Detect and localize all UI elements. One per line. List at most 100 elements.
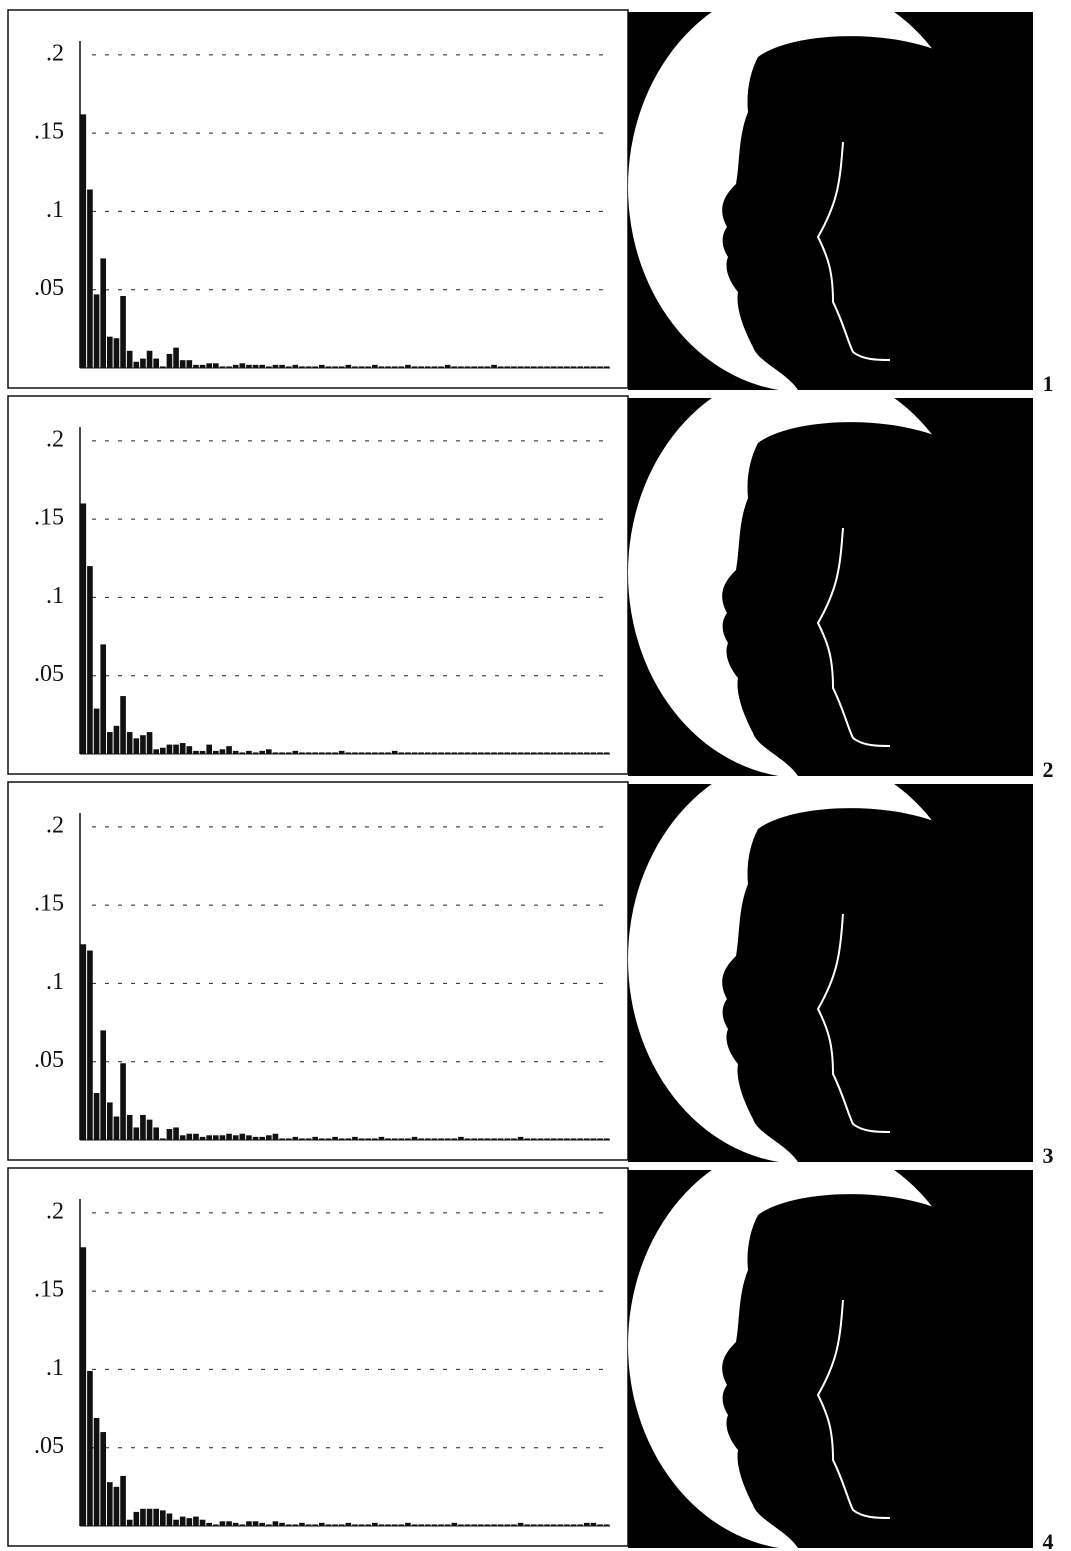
bar — [571, 1138, 577, 1140]
bar — [518, 752, 524, 754]
bar — [551, 752, 557, 754]
bar — [206, 1135, 212, 1140]
bar — [213, 1135, 219, 1140]
bar — [392, 1138, 398, 1140]
bar — [498, 366, 504, 368]
bar — [240, 1134, 246, 1140]
bar — [140, 1115, 146, 1140]
bar — [87, 566, 93, 754]
bar — [425, 366, 431, 368]
bar — [100, 1030, 106, 1140]
bar — [438, 1138, 444, 1140]
bar — [438, 1524, 444, 1526]
bar — [405, 365, 411, 368]
bar — [319, 1523, 325, 1526]
y-tick-label: .2 — [46, 812, 64, 838]
bar — [253, 752, 259, 754]
bar — [220, 1521, 226, 1526]
bar — [365, 1138, 371, 1140]
bar — [498, 752, 504, 754]
bar — [114, 726, 120, 754]
bar — [233, 1135, 239, 1140]
bar — [233, 751, 239, 754]
bar — [485, 752, 491, 754]
bar — [332, 1137, 338, 1140]
bar — [352, 1137, 358, 1140]
panel: .05.1.15.23 — [8, 754, 1054, 1168]
bar — [87, 951, 93, 1140]
bar — [233, 1523, 239, 1526]
bar — [120, 696, 126, 754]
bar — [597, 752, 603, 754]
bar — [491, 752, 497, 754]
bar — [518, 366, 524, 368]
figure: .05.1.15.21.05.1.15.22.05.1.15.23.05.1.1… — [0, 0, 1071, 1551]
y-tick-label: .1 — [46, 197, 64, 223]
bar — [584, 752, 590, 754]
bar — [452, 752, 458, 754]
bar — [399, 1138, 405, 1140]
bar — [445, 752, 451, 754]
bar — [432, 1524, 438, 1526]
bar — [558, 1138, 564, 1140]
bar — [253, 1137, 259, 1140]
bar — [465, 752, 471, 754]
bar — [478, 752, 484, 754]
bar — [187, 1518, 193, 1526]
bar — [160, 366, 166, 368]
bar — [167, 354, 173, 368]
bar — [100, 644, 106, 754]
bar — [246, 1521, 252, 1526]
bar — [180, 1517, 186, 1526]
bar — [187, 360, 193, 368]
bar — [326, 1524, 332, 1526]
bar — [392, 751, 398, 754]
bar — [326, 1138, 332, 1140]
bar — [558, 1524, 564, 1526]
bar — [246, 365, 252, 368]
bar — [511, 752, 517, 754]
bar — [458, 366, 464, 368]
bar — [134, 738, 140, 754]
bar — [379, 366, 385, 368]
bar — [127, 732, 133, 754]
bar — [193, 751, 199, 754]
bar — [273, 1521, 279, 1526]
bar — [498, 1524, 504, 1526]
bar — [505, 1524, 511, 1526]
bar — [127, 1115, 133, 1140]
bar — [577, 1138, 583, 1140]
y-tick-label: .15 — [34, 119, 64, 145]
bar — [286, 1524, 292, 1526]
bar — [147, 732, 153, 754]
bar — [299, 366, 305, 368]
bar — [478, 1524, 484, 1526]
bar — [564, 366, 570, 368]
bar — [273, 1134, 279, 1140]
bar — [206, 363, 212, 368]
bar — [233, 365, 239, 368]
bar — [405, 752, 411, 754]
panel-number: 4 — [1043, 1529, 1054, 1551]
bar — [346, 1523, 352, 1526]
bar — [577, 752, 583, 754]
bar — [425, 1524, 431, 1526]
bar — [107, 732, 113, 754]
bar — [452, 1523, 458, 1526]
bar — [505, 366, 511, 368]
y-tick-label: .1 — [46, 1355, 64, 1381]
bar — [418, 1524, 424, 1526]
bar — [531, 366, 537, 368]
bar — [200, 1137, 206, 1140]
bar — [432, 366, 438, 368]
bar — [226, 366, 232, 368]
bar — [187, 1134, 193, 1140]
bar — [452, 1138, 458, 1140]
bar — [571, 752, 577, 754]
bar — [591, 366, 597, 368]
bar — [471, 1524, 477, 1526]
bar — [306, 1138, 312, 1140]
bar — [564, 752, 570, 754]
bar — [127, 351, 133, 368]
bar — [266, 1135, 272, 1140]
